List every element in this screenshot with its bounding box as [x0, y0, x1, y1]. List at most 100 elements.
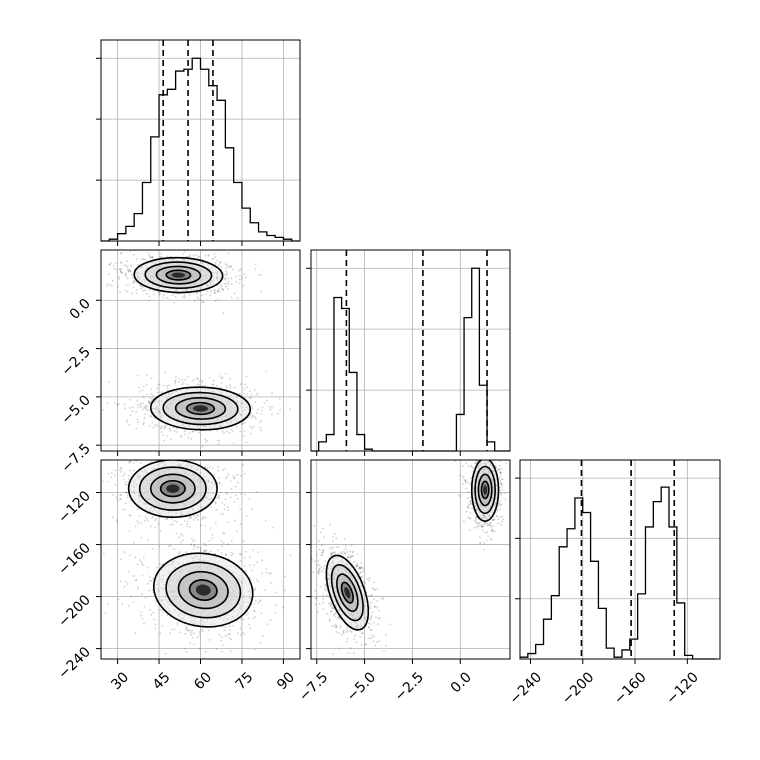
sample-point [238, 269, 241, 272]
density-level [195, 584, 211, 596]
sample-point [164, 518, 167, 521]
sample-point [368, 579, 371, 582]
sample-point [145, 383, 148, 386]
sample-point [125, 491, 128, 494]
sample-point [492, 518, 495, 521]
sample-point [473, 527, 476, 529]
sample-point [186, 255, 188, 258]
sample-point [134, 632, 137, 634]
sample-point [222, 288, 225, 291]
sample-point [356, 565, 358, 567]
sample-point [260, 599, 262, 601]
sample-point [150, 377, 153, 380]
sample-point [196, 377, 198, 380]
sample-point [143, 622, 146, 625]
sample-point [481, 526, 483, 528]
sample-point [236, 481, 239, 484]
sample-point [216, 549, 219, 552]
sample-point [502, 518, 505, 521]
sample-point [152, 427, 154, 430]
sample-point [491, 529, 494, 532]
panel-frame [100, 459, 301, 660]
sample-point [220, 650, 223, 653]
sample-point [325, 588, 328, 590]
sample-point [199, 463, 202, 466]
sample-point [225, 267, 228, 269]
sample-point [227, 280, 230, 283]
sample-point [361, 566, 364, 569]
sample-point [478, 521, 481, 524]
sample-point [163, 384, 165, 387]
sample-point [333, 624, 336, 627]
sample-point [126, 494, 129, 497]
sample-point [140, 614, 142, 617]
sample-point [261, 406, 264, 409]
contour-line [152, 552, 254, 628]
sample-point [378, 617, 381, 620]
sample-point [153, 618, 156, 621]
sample-point [188, 294, 191, 297]
sample-point [480, 525, 483, 528]
sample-point [170, 438, 172, 441]
sample-point [222, 513, 225, 516]
sample-point [213, 291, 216, 294]
sample-point [320, 553, 323, 556]
sample-point [254, 401, 257, 403]
sample-point [161, 426, 163, 428]
sample-point [142, 557, 145, 559]
sample-point [214, 501, 217, 504]
sample-point [239, 474, 242, 477]
sample-point [242, 540, 245, 543]
sample-point [216, 259, 219, 262]
sample-point [198, 431, 201, 434]
sample-point [223, 629, 226, 632]
sample-point [113, 267, 116, 270]
sample-point [220, 635, 223, 638]
sample-point [176, 624, 179, 627]
sample-point [163, 439, 166, 442]
sample-point [143, 605, 146, 608]
sample-point [252, 617, 255, 620]
sample-point [131, 406, 134, 409]
sample-point [154, 526, 157, 529]
sample-point [135, 578, 138, 581]
sample-point [225, 477, 227, 480]
sample-point [156, 387, 159, 390]
joint-p0-p1 [96, 249, 301, 456]
sample-point [128, 461, 131, 463]
contour-line [165, 269, 192, 281]
sample-point [501, 488, 503, 491]
sample-point [268, 405, 271, 408]
sample-point [158, 545, 161, 548]
sample-point [497, 518, 500, 521]
sample-point [117, 598, 120, 600]
sample-point [211, 537, 214, 540]
sample-point [141, 574, 144, 577]
sample-point [330, 552, 333, 555]
sample-point [148, 589, 150, 592]
sample-point [148, 401, 151, 404]
sample-point [224, 278, 227, 281]
sample-point [201, 518, 204, 521]
sample-point [126, 419, 129, 421]
sample-point [171, 628, 174, 631]
sample-point [129, 270, 132, 272]
sample-point [199, 255, 201, 258]
sample-point [475, 461, 477, 464]
sample-point [224, 498, 227, 501]
sample-point [189, 254, 191, 256]
sample-point [269, 619, 272, 622]
sample-point [141, 286, 144, 289]
sample-point [332, 607, 335, 610]
sample-point [255, 412, 258, 414]
sample-point [132, 575, 135, 577]
marginal-p1 [306, 249, 511, 456]
sample-point [132, 277, 134, 279]
sample-point [117, 403, 120, 405]
sample-point [106, 402, 109, 405]
sample-point [320, 544, 323, 547]
sample-point [166, 389, 169, 392]
sample-point [172, 426, 175, 429]
sample-point [175, 428, 178, 430]
sample-point [119, 494, 122, 496]
